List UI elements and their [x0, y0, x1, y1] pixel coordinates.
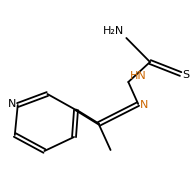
Text: H₂N: H₂N: [103, 26, 124, 36]
Text: S: S: [183, 70, 190, 80]
Text: N: N: [140, 100, 149, 110]
Text: N: N: [7, 99, 16, 109]
Text: HN: HN: [130, 71, 147, 81]
